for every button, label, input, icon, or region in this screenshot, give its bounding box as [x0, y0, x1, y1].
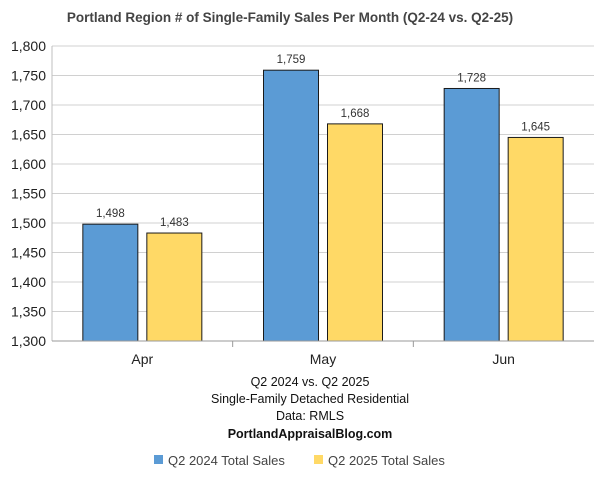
- legend-swatch-2024: [154, 455, 163, 464]
- note-data-source: Data: RMLS: [276, 409, 344, 423]
- y-tick-label: 1,550: [11, 186, 46, 202]
- y-tick-label: 1,300: [11, 333, 46, 349]
- legend: Q2 2024 Total Sales Q2 2025 Total Sales: [154, 453, 445, 468]
- y-tick-label: 1,700: [11, 97, 46, 113]
- legend-label-2024: Q2 2024 Total Sales: [168, 453, 285, 468]
- x-category-label: Jun: [492, 351, 515, 367]
- bar: [263, 69, 319, 342]
- note-property-type: Single-Family Detached Residential: [211, 392, 409, 406]
- x-axis-categories: Apr May Jun: [131, 351, 515, 367]
- note-comparison: Q2 2024 vs. Q2 2025: [251, 375, 370, 389]
- chart-title: Portland Region # of Single-Family Sales…: [67, 10, 513, 25]
- bar: [327, 123, 383, 342]
- gridlines: [52, 45, 594, 342]
- legend-swatch-2025: [314, 455, 323, 464]
- y-tick-label: 1,350: [11, 304, 46, 320]
- y-tick-label: 1,650: [11, 127, 46, 143]
- y-tick-label: 1,450: [11, 245, 46, 261]
- x-axis: [51, 46, 594, 347]
- y-tick-label: 1,750: [11, 68, 46, 84]
- y-tick-label: 1,800: [11, 38, 46, 54]
- data-label: 1,483: [160, 217, 189, 229]
- y-tick-label: 1,500: [11, 215, 46, 231]
- bar: [507, 136, 564, 342]
- bar: [443, 87, 500, 342]
- bar: [146, 232, 203, 342]
- data-label: 1,668: [341, 108, 370, 120]
- x-category-label: Apr: [131, 351, 153, 367]
- data-label: 1,498: [96, 208, 125, 220]
- legend-label-2025: Q2 2025 Total Sales: [328, 453, 445, 468]
- x-category-label: May: [310, 351, 336, 367]
- y-tick-label: 1,600: [11, 156, 46, 172]
- bar: [82, 223, 139, 342]
- data-label: 1,728: [457, 72, 486, 84]
- note-website: PortlandAppraisalBlog.com: [228, 427, 393, 441]
- y-axis-ticks: 1,300 1,350 1,400 1,450 1,500 1,550 1,600 1,650…: [11, 38, 46, 349]
- data-label: 1,759: [277, 54, 306, 66]
- data-label: 1,645: [521, 121, 550, 133]
- y-tick-label: 1,400: [11, 274, 46, 290]
- data-labels: 1,498 1,483 1,759 1,668 1,728 1,645: [96, 54, 550, 229]
- bars: [82, 69, 564, 342]
